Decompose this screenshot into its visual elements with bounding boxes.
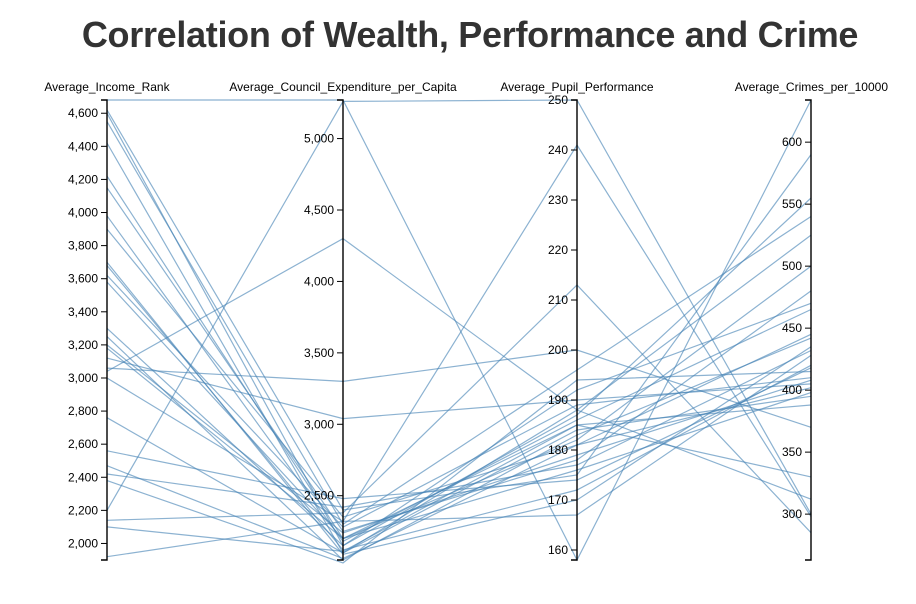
axis-label: Average_Crimes_per_10000 — [735, 80, 889, 94]
tick-label: 170 — [548, 493, 568, 507]
axis: Average_Crimes_per_10000 300 350 400 450 500 5… — [735, 80, 889, 561]
axis: Average_Pupil_Performance 160 170 180 190 200… — [500, 80, 654, 561]
record-line — [106, 395, 812, 554]
tick-label: 5,000 — [304, 132, 334, 146]
tick-label: 4,600 — [68, 106, 98, 120]
tick-label: 4,400 — [68, 139, 98, 153]
tick-label: 3,800 — [68, 239, 98, 253]
axis-line — [337, 99, 344, 561]
tick-label: 2,500 — [304, 489, 334, 503]
tick-label: 4,000 — [68, 206, 98, 220]
record-line — [106, 281, 812, 540]
record-line — [106, 344, 812, 534]
record-line — [106, 347, 812, 540]
record-line — [106, 349, 812, 428]
record-line — [106, 99, 812, 515]
tick-label: 300 — [782, 507, 802, 521]
record-line — [106, 349, 812, 508]
axis: Average_Income_Rank 2,000 2,200 2,400 2,600 2… — [44, 80, 171, 561]
record-line — [106, 424, 812, 553]
record-line — [106, 336, 812, 561]
record-line — [106, 265, 812, 551]
record-line — [106, 370, 812, 564]
tick-label: 2,600 — [68, 437, 98, 451]
tick-label: 400 — [782, 383, 802, 397]
tick-label: 210 — [548, 293, 568, 307]
tick-label: 250 — [548, 93, 568, 107]
tick-label: 2,400 — [68, 470, 98, 484]
record-line — [106, 367, 812, 500]
axis: Average_Council_Expenditure_per_Capita 2,… — [229, 80, 457, 561]
tick-label: 3,400 — [68, 305, 98, 319]
record-line — [106, 121, 812, 526]
record-line — [106, 237, 812, 500]
tick-label: 500 — [782, 259, 802, 273]
axis-label: Average_Income_Rank — [44, 80, 170, 94]
axis-line — [805, 99, 812, 561]
record-line — [106, 302, 812, 547]
tick-label: 550 — [782, 197, 802, 211]
records-layer — [106, 99, 812, 564]
tick-label: 3,000 — [68, 371, 98, 385]
tick-label: 230 — [548, 193, 568, 207]
record-line — [106, 228, 812, 518]
tick-label: 160 — [548, 543, 568, 557]
tick-label: 190 — [548, 393, 568, 407]
tick-label: 240 — [548, 143, 568, 157]
record-line — [107, 99, 812, 562]
tick-label: 3,200 — [68, 338, 98, 352]
tick-label: 600 — [782, 135, 802, 149]
tick-label: 3,500 — [304, 346, 334, 360]
tick-label: 2,000 — [68, 536, 98, 550]
tick-label: 200 — [548, 343, 568, 357]
axis-label: Average_Pupil_Performance — [500, 80, 654, 94]
chart-title: Correlation of Wealth, Performance and C… — [81, 14, 859, 55]
tick-label: 4,000 — [304, 274, 334, 288]
tick-label: 3,600 — [68, 272, 98, 286]
tick-label: 220 — [548, 243, 568, 257]
axis-label: Average_Council_Expenditure_per_Capita — [229, 80, 457, 94]
tick-label: 4,200 — [68, 172, 98, 186]
record-line — [106, 387, 812, 560]
tick-label: 2,200 — [68, 503, 98, 517]
tick-label: 350 — [782, 445, 802, 459]
tick-label: 3,000 — [304, 417, 334, 431]
tick-label: 180 — [548, 443, 568, 457]
record-line — [106, 109, 812, 511]
axes-layer: Average_Income_Rank 2,000 2,200 2,400 2,600 2… — [44, 80, 889, 561]
record-line — [106, 357, 812, 420]
record-line — [106, 143, 812, 558]
tick-label: 450 — [782, 321, 802, 335]
tick-label: 4,500 — [304, 203, 334, 217]
record-line — [106, 284, 812, 534]
tick-label: 2,800 — [68, 404, 98, 418]
axis-line — [101, 99, 108, 561]
record-line — [106, 354, 812, 523]
